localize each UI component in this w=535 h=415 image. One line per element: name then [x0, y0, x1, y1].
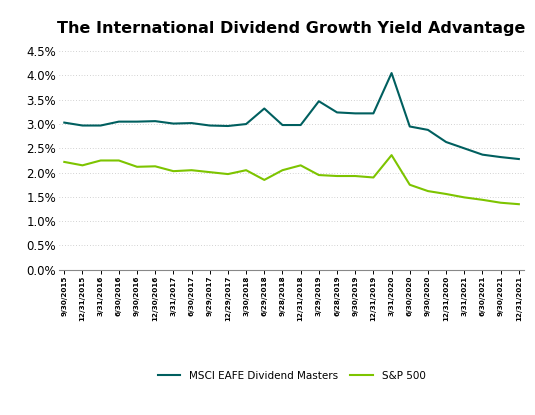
Line: S&P 500: S&P 500 — [64, 155, 519, 204]
Legend: MSCI EAFE Dividend Masters, S&P 500: MSCI EAFE Dividend Masters, S&P 500 — [158, 371, 425, 381]
S&P 500 — [116, 158, 122, 163]
S&P 500 — [134, 164, 140, 169]
MSCI EAFE Dividend Masters — [116, 119, 122, 124]
Title: The International Dividend Growth Yield Advantage: The International Dividend Growth Yield … — [57, 21, 526, 36]
MSCI EAFE Dividend Masters — [479, 152, 486, 157]
MSCI EAFE Dividend Masters — [243, 122, 249, 127]
MSCI EAFE Dividend Masters — [170, 121, 177, 126]
MSCI EAFE Dividend Masters — [316, 99, 322, 104]
MSCI EAFE Dividend Masters — [370, 111, 377, 116]
S&P 500 — [188, 168, 195, 173]
S&P 500 — [443, 191, 449, 196]
MSCI EAFE Dividend Masters — [134, 119, 140, 124]
S&P 500 — [516, 202, 522, 207]
S&P 500 — [97, 158, 104, 163]
S&P 500 — [207, 170, 213, 175]
MSCI EAFE Dividend Masters — [461, 146, 468, 151]
S&P 500 — [352, 173, 358, 178]
S&P 500 — [370, 175, 377, 180]
MSCI EAFE Dividend Masters — [207, 123, 213, 128]
S&P 500 — [388, 153, 395, 158]
MSCI EAFE Dividend Masters — [279, 122, 286, 127]
S&P 500 — [170, 168, 177, 173]
S&P 500 — [61, 159, 67, 164]
S&P 500 — [407, 182, 413, 187]
MSCI EAFE Dividend Masters — [152, 119, 158, 124]
MSCI EAFE Dividend Masters — [498, 155, 504, 160]
S&P 500 — [316, 173, 322, 178]
S&P 500 — [279, 168, 286, 173]
MSCI EAFE Dividend Masters — [79, 123, 86, 128]
MSCI EAFE Dividend Masters — [443, 139, 449, 144]
MSCI EAFE Dividend Masters — [388, 71, 395, 76]
Line: MSCI EAFE Dividend Masters: MSCI EAFE Dividend Masters — [64, 73, 519, 159]
MSCI EAFE Dividend Masters — [188, 121, 195, 126]
S&P 500 — [425, 188, 431, 193]
MSCI EAFE Dividend Masters — [261, 106, 268, 111]
S&P 500 — [261, 178, 268, 183]
S&P 500 — [498, 200, 504, 205]
MSCI EAFE Dividend Masters — [425, 127, 431, 132]
MSCI EAFE Dividend Masters — [516, 156, 522, 161]
S&P 500 — [152, 164, 158, 169]
MSCI EAFE Dividend Masters — [61, 120, 67, 125]
S&P 500 — [79, 163, 86, 168]
MSCI EAFE Dividend Masters — [334, 110, 340, 115]
MSCI EAFE Dividend Masters — [97, 123, 104, 128]
S&P 500 — [461, 195, 468, 200]
S&P 500 — [334, 173, 340, 178]
S&P 500 — [225, 171, 231, 176]
S&P 500 — [479, 197, 486, 202]
MSCI EAFE Dividend Masters — [352, 111, 358, 116]
S&P 500 — [297, 163, 304, 168]
MSCI EAFE Dividend Masters — [297, 122, 304, 127]
MSCI EAFE Dividend Masters — [225, 124, 231, 129]
S&P 500 — [243, 168, 249, 173]
MSCI EAFE Dividend Masters — [407, 124, 413, 129]
